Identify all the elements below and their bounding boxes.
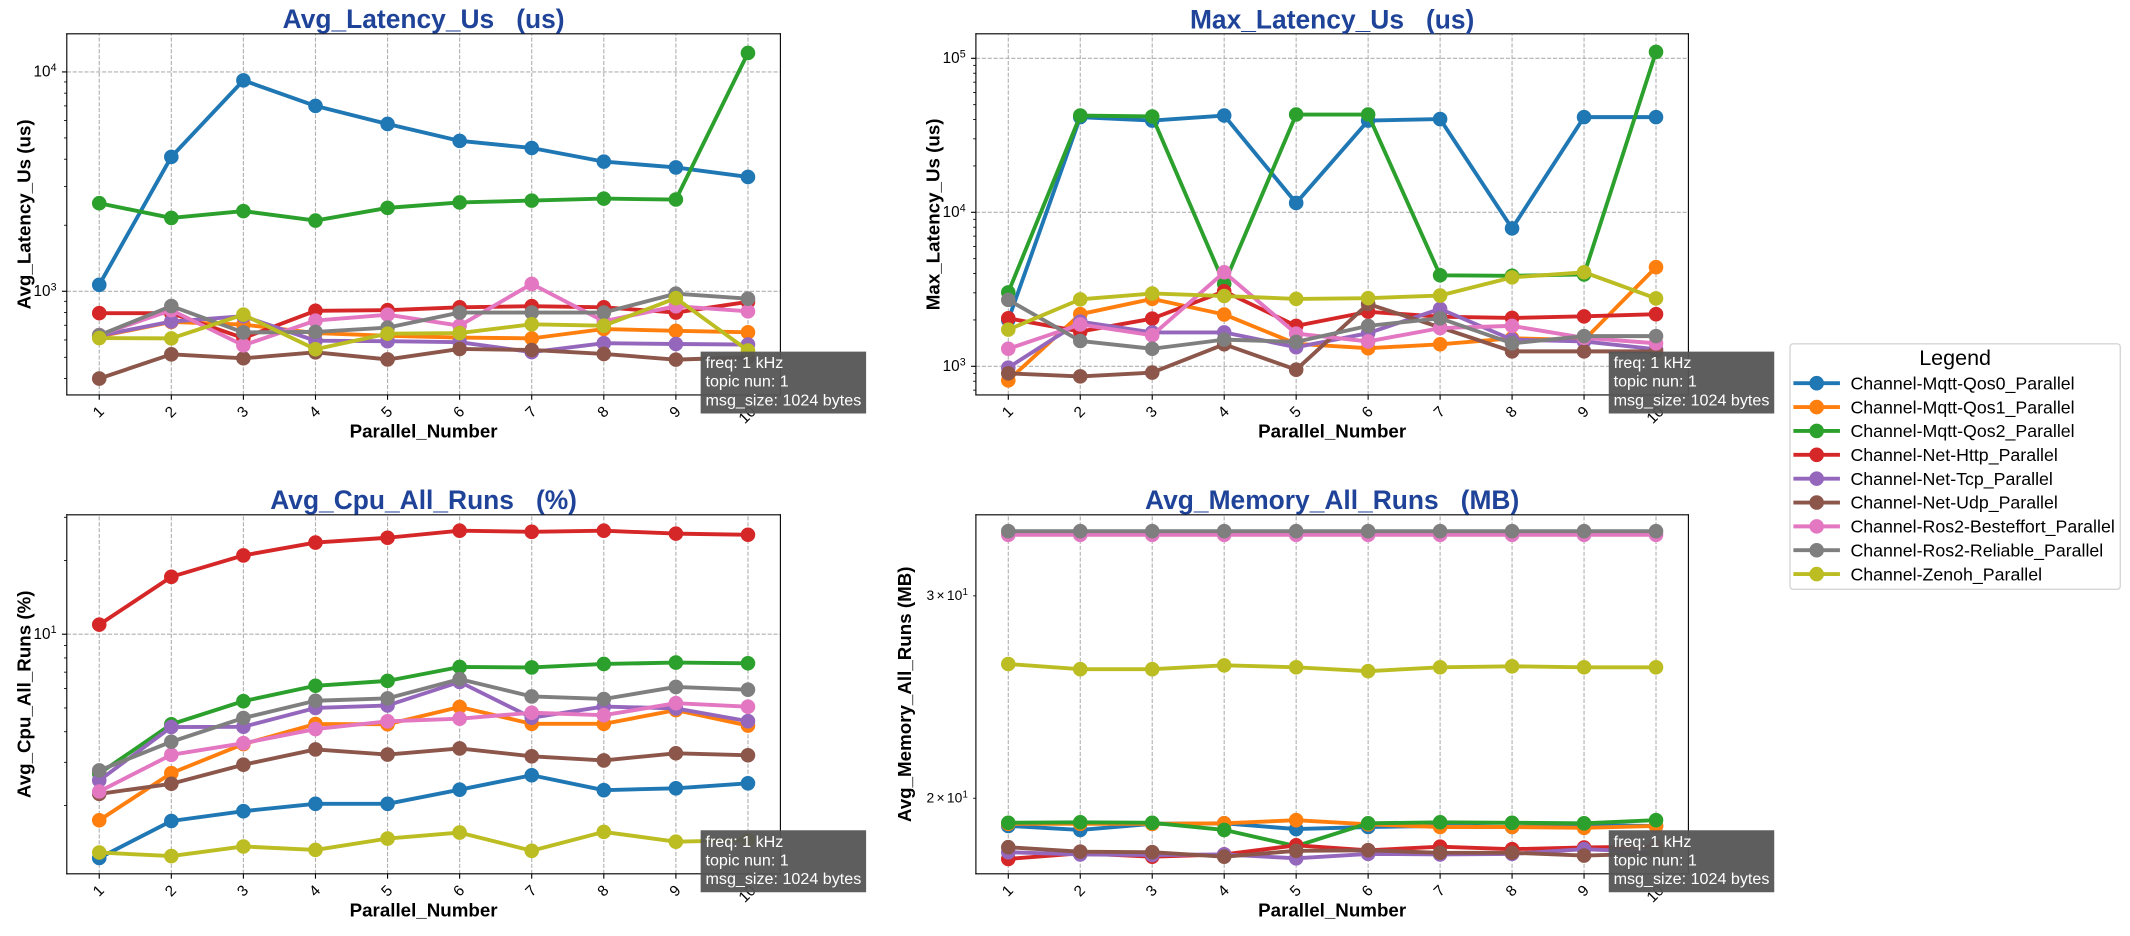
svg-text:Parallel_Number: Parallel_Number (1258, 421, 1407, 442)
svg-text:Max_Latency_Us (us): Max_Latency_Us (us) (922, 118, 943, 310)
svg-text:3 × 1: 3 × 1 0 1 (926, 575, 1017, 606)
svg-text:msg_size: 1024 bytes: msg_size: 1024 bytes (705, 870, 861, 888)
svg-text:freq: 1 kHz: freq: 1 kHz (705, 833, 783, 851)
svg-text:Parallel_Number: Parallel_Number (350, 899, 499, 920)
svg-text:Channel-Net-Http_Parallel: Channel-Net-Http_Parallel (1850, 445, 2057, 466)
svg-text:1 0 3: 1 0 3 (943, 345, 1016, 376)
svg-text:1 0 3: 1 0 3 (34, 270, 107, 301)
svg-text:topic nun: 1: topic nun: 1 (705, 851, 788, 869)
svg-text:topic nun: 1: topic nun: 1 (705, 373, 788, 391)
svg-text:Channel-Mqtt-Qos2_Parallel: Channel-Mqtt-Qos2_Parallel (1850, 421, 2074, 442)
svg-text:msg_size: 1024 bytes: msg_size: 1024 bytes (705, 391, 861, 409)
svg-text:Channel-Net-Udp_Parallel: Channel-Net-Udp_Parallel (1850, 493, 2057, 514)
svg-text:Channel-Mqtt-Qos0_Parallel: Channel-Mqtt-Qos0_Parallel (1850, 373, 2074, 394)
svg-text:Parallel_Number: Parallel_Number (1258, 899, 1407, 920)
svg-text:2 × 1: 2 × 1 0 1 (926, 777, 1017, 808)
svg-text:topic nun: 1: topic nun: 1 (1614, 373, 1697, 391)
svg-text:Channel-Mqtt-Qos1_Parallel: Channel-Mqtt-Qos1_Parallel (1850, 397, 2074, 418)
svg-text:Channel-Net-Tcp_Parallel: Channel-Net-Tcp_Parallel (1850, 469, 2052, 490)
svg-text:Legend: Legend (1919, 346, 1991, 370)
svg-text:1 0 1: 1 0 1 (34, 613, 107, 645)
svg-text:msg_size: 1024 bytes: msg_size: 1024 bytes (1614, 870, 1770, 888)
svg-text:Avg_Latency_Us (us): Avg_Latency_Us (us) (283, 4, 565, 34)
svg-text:1 0 4: 1 0 4 (943, 191, 1016, 223)
svg-text:1 0 5: 1 0 5 (943, 37, 1016, 69)
svg-text:Parallel_Number: Parallel_Number (350, 421, 499, 442)
svg-text:freq: 1 kHz: freq: 1 kHz (705, 354, 783, 372)
svg-text:topic nun: 1: topic nun: 1 (1614, 851, 1697, 869)
svg-text:msg_size: 1024 bytes: msg_size: 1024 bytes (1614, 391, 1770, 409)
svg-text:Channel-Ros2-Besteffort_Parall: Channel-Ros2-Besteffort_Parallel (1850, 517, 2114, 538)
svg-text:Avg_Memory_All_Runs (MB): Avg_Memory_All_Runs (MB) (1145, 485, 1519, 515)
svg-text:Channel-Zenoh_Parallel: Channel-Zenoh_Parallel (1850, 564, 2042, 585)
svg-text:Avg_Cpu_All_Runs (%): Avg_Cpu_All_Runs (%) (270, 485, 577, 515)
svg-text:Avg_Cpu_All_Runs (%): Avg_Cpu_All_Runs (%) (13, 590, 34, 798)
svg-text:freq: 1 kHz: freq: 1 kHz (1614, 354, 1692, 372)
svg-text:freq: 1 kHz: freq: 1 kHz (1614, 833, 1692, 851)
svg-text:Max_Latency_Us (us): Max_Latency_Us (us) (1190, 4, 1474, 34)
svg-text:1 0 4: 1 0 4 (34, 51, 107, 83)
svg-text:Channel-Ros2-Reliable_Parallel: Channel-Ros2-Reliable_Parallel (1850, 540, 2103, 561)
svg-text:Avg_Memory_All_Runs (MB): Avg_Memory_All_Runs (MB) (894, 566, 915, 822)
svg-text:Avg_Latency_Us (us): Avg_Latency_Us (us) (13, 119, 34, 309)
